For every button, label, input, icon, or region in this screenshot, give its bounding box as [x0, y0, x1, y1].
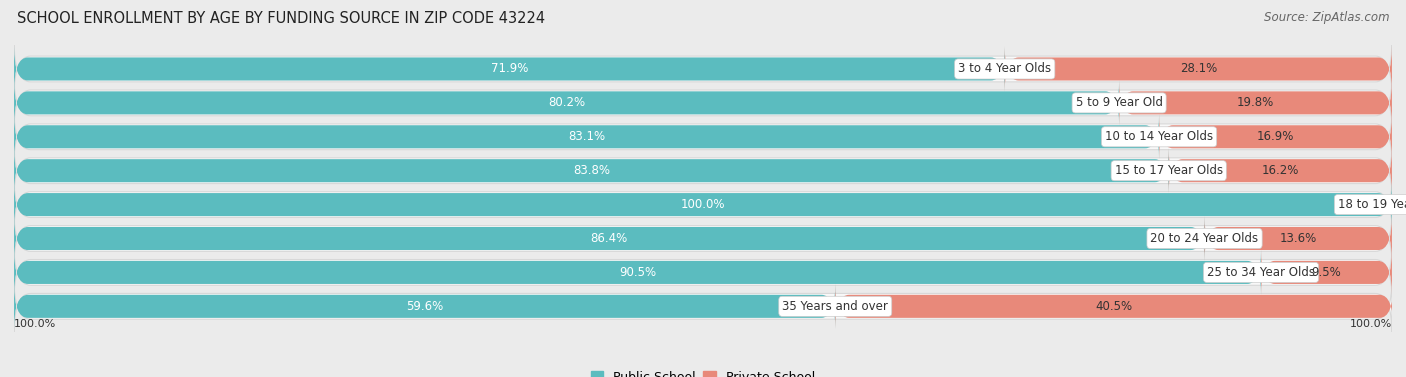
Text: 90.5%: 90.5% [619, 266, 657, 279]
FancyBboxPatch shape [14, 75, 1392, 131]
FancyBboxPatch shape [1119, 81, 1392, 125]
FancyBboxPatch shape [14, 245, 1392, 300]
FancyBboxPatch shape [14, 182, 1392, 227]
FancyBboxPatch shape [1168, 148, 1392, 193]
Text: 71.9%: 71.9% [491, 63, 529, 75]
Text: 10 to 14 Year Olds: 10 to 14 Year Olds [1105, 130, 1213, 143]
Text: 80.2%: 80.2% [548, 97, 585, 109]
Text: 20 to 24 Year Olds: 20 to 24 Year Olds [1150, 232, 1258, 245]
Legend: Public School, Private School: Public School, Private School [586, 366, 820, 377]
FancyBboxPatch shape [1005, 47, 1392, 91]
Text: 9.5%: 9.5% [1312, 266, 1341, 279]
FancyBboxPatch shape [14, 211, 1392, 266]
Text: 13.6%: 13.6% [1279, 232, 1317, 245]
Text: 18 to 19 Year Olds: 18 to 19 Year Olds [1339, 198, 1406, 211]
FancyBboxPatch shape [835, 284, 1393, 329]
FancyBboxPatch shape [14, 177, 1392, 232]
Text: 16.9%: 16.9% [1257, 130, 1294, 143]
FancyBboxPatch shape [1205, 216, 1392, 261]
FancyBboxPatch shape [14, 109, 1392, 165]
Text: SCHOOL ENROLLMENT BY AGE BY FUNDING SOURCE IN ZIP CODE 43224: SCHOOL ENROLLMENT BY AGE BY FUNDING SOUR… [17, 11, 546, 26]
FancyBboxPatch shape [14, 284, 835, 329]
Text: 59.6%: 59.6% [406, 300, 443, 313]
Text: 16.2%: 16.2% [1261, 164, 1299, 177]
FancyBboxPatch shape [14, 47, 1005, 91]
Text: 25 to 34 Year Olds: 25 to 34 Year Olds [1206, 266, 1315, 279]
FancyBboxPatch shape [14, 81, 1119, 125]
Text: 83.1%: 83.1% [568, 130, 605, 143]
Text: 19.8%: 19.8% [1237, 97, 1274, 109]
Text: 15 to 17 Year Olds: 15 to 17 Year Olds [1115, 164, 1223, 177]
Text: 3 to 4 Year Olds: 3 to 4 Year Olds [959, 63, 1052, 75]
Text: 40.5%: 40.5% [1095, 300, 1133, 313]
Text: 86.4%: 86.4% [591, 232, 628, 245]
FancyBboxPatch shape [1261, 250, 1392, 295]
FancyBboxPatch shape [14, 41, 1392, 97]
Text: 35 Years and over: 35 Years and over [782, 300, 889, 313]
FancyBboxPatch shape [14, 250, 1261, 295]
Text: 83.8%: 83.8% [572, 164, 610, 177]
FancyBboxPatch shape [14, 114, 1159, 159]
Text: 100.0%: 100.0% [1350, 319, 1392, 329]
FancyBboxPatch shape [14, 216, 1205, 261]
Text: 100.0%: 100.0% [681, 198, 725, 211]
Text: 28.1%: 28.1% [1180, 63, 1218, 75]
FancyBboxPatch shape [1159, 114, 1392, 159]
FancyBboxPatch shape [14, 279, 1392, 334]
Text: 5 to 9 Year Old: 5 to 9 Year Old [1076, 97, 1163, 109]
FancyBboxPatch shape [14, 143, 1392, 199]
Text: Source: ZipAtlas.com: Source: ZipAtlas.com [1264, 11, 1389, 24]
FancyBboxPatch shape [14, 148, 1168, 193]
Text: 100.0%: 100.0% [14, 319, 56, 329]
